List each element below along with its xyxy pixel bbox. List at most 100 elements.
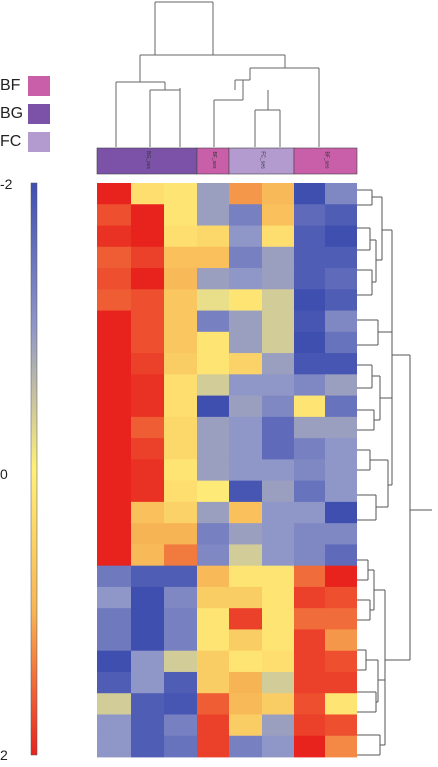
heatmap-cell	[164, 225, 197, 248]
heatmap-cell	[262, 586, 294, 609]
heatmap-cell	[262, 544, 294, 567]
heatmap-cell	[164, 395, 197, 418]
heatmap-cell	[325, 565, 357, 588]
heatmap-cell	[229, 310, 262, 333]
heatmap-cell	[164, 586, 197, 609]
group-bar-segment	[196, 147, 230, 175]
heatmap-cell	[97, 544, 131, 567]
heatmap-cell	[197, 438, 229, 460]
heatmap-cell	[197, 268, 229, 290]
heatmap-cell	[97, 459, 131, 482]
heatmap-cell	[294, 565, 325, 588]
heatmap-cell	[97, 246, 131, 269]
heatmap-cell	[262, 501, 294, 524]
group-bar-label: FC_ses	[260, 151, 266, 169]
legend-swatch	[28, 76, 50, 96]
group-bar-segment	[96, 147, 198, 175]
heatmap-cell	[164, 735, 197, 758]
heatmap-cell	[294, 693, 325, 715]
heatmap-cell	[97, 501, 131, 524]
heatmap-cell	[262, 289, 294, 311]
heatmap-cell	[325, 268, 357, 290]
heatmap-cell	[131, 671, 164, 694]
heatmap-cell	[131, 395, 164, 418]
heatmap-cell	[164, 671, 197, 694]
heatmap-cell	[229, 608, 262, 630]
heatmap-cell	[229, 268, 262, 290]
heatmap-cell	[294, 714, 325, 737]
heatmap-cell	[294, 374, 325, 396]
heatmap-cell	[197, 310, 229, 333]
group-bar: BG_ses BF_ses FC_ses BF_ses	[96, 147, 358, 175]
heatmap-cell	[325, 671, 357, 694]
heatmap-cell	[197, 353, 229, 375]
scale-min-label: -2	[0, 176, 13, 192]
heatmap-cell	[164, 268, 197, 290]
heatmap-cell	[325, 374, 357, 396]
heatmap-cell	[325, 714, 357, 737]
row-dendrogram	[357, 189, 432, 756]
heatmap-cell	[164, 523, 197, 545]
heatmap-cell	[197, 225, 229, 248]
heatmap-cell	[262, 735, 294, 758]
heatmap-cell	[197, 331, 229, 354]
heatmap-cell	[325, 204, 357, 226]
heatmap-cell	[325, 693, 357, 715]
color-scale-bar	[30, 182, 38, 756]
heatmap-cell	[294, 438, 325, 460]
column-dendrogram	[115, 1, 320, 147]
heatmap-cell	[229, 693, 262, 715]
group-bar-segment	[293, 147, 358, 175]
heatmap-cell	[164, 289, 197, 311]
group-bar-label: BF_ses	[324, 152, 330, 169]
heatmap-cell	[325, 501, 357, 524]
heatmap-cell	[164, 246, 197, 269]
heatmap-cell	[262, 565, 294, 588]
heatmap-cell	[131, 268, 164, 290]
heatmap-cell	[197, 183, 229, 205]
heatmap-cell	[229, 289, 262, 311]
heatmap-cell	[197, 289, 229, 311]
heatmap-cell	[262, 480, 294, 503]
heatmap-cell	[262, 353, 294, 375]
heatmap-cell	[294, 608, 325, 630]
legend-label: BF	[0, 77, 21, 94]
heatmap-cell	[229, 374, 262, 396]
heatmap-cell	[97, 268, 131, 290]
heatmap-cell	[164, 438, 197, 460]
heatmap-cell	[197, 416, 229, 439]
heatmap-cell	[164, 650, 197, 673]
heatmap-cell	[294, 586, 325, 609]
heatmap-cell	[229, 480, 262, 503]
heatmap-cell	[131, 438, 164, 460]
heatmap-cell	[97, 693, 131, 715]
heatmap-cell	[131, 693, 164, 715]
heatmap-cell	[131, 735, 164, 758]
heatmap-cell	[325, 289, 357, 311]
heatmap-cell	[197, 735, 229, 758]
heatmap-cell	[229, 225, 262, 248]
heatmap-cell	[197, 374, 229, 396]
heatmap-cell	[294, 246, 325, 269]
group-bar-label: BG_ses	[145, 151, 151, 169]
heatmap-cell	[294, 268, 325, 290]
heatmap-cell	[164, 374, 197, 396]
heatmap-cell	[97, 438, 131, 460]
heatmap-cell	[97, 586, 131, 609]
heatmap-cell	[197, 459, 229, 482]
heatmap-cell	[164, 693, 197, 715]
heatmap-cell	[97, 289, 131, 311]
heatmap-cell	[131, 608, 164, 630]
legend-swatch	[28, 104, 50, 124]
scale-max-label: 2	[0, 747, 8, 763]
dendrogram-branch	[115, 1, 320, 147]
heatmap-cell	[131, 544, 164, 567]
heatmap-cell	[97, 629, 131, 652]
legend-label: BG	[0, 105, 24, 122]
heatmap-cell	[131, 501, 164, 524]
heatmap-cell	[294, 289, 325, 311]
heatmap-cell	[164, 544, 197, 567]
heatmap-cell	[325, 395, 357, 418]
